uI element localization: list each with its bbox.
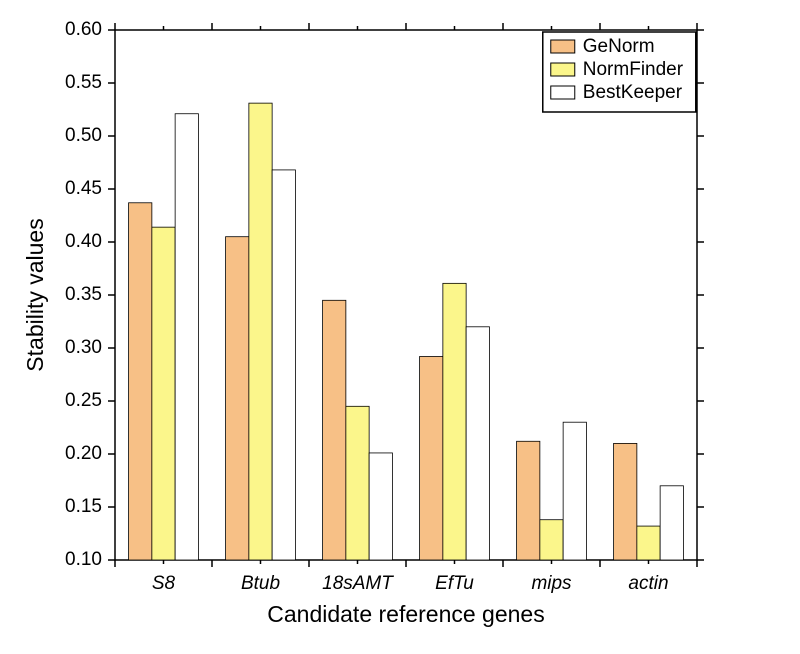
y-tick-label: 0.15	[65, 496, 102, 517]
bar-btub-genorm	[226, 237, 249, 560]
bar-actin-normfinder	[637, 526, 660, 560]
bar-actin-genorm	[614, 443, 637, 560]
x-tick-label: 18sAMT	[322, 573, 394, 594]
y-tick-label: 0.40	[65, 231, 102, 252]
bar-btub-normfinder	[249, 103, 272, 560]
bar-eftu-bestkeeper	[466, 327, 489, 560]
bar-eftu-genorm	[420, 356, 443, 560]
y-tick-label: 0.10	[65, 549, 102, 570]
y-tick-label: 0.50	[65, 125, 102, 146]
bar-18samt-normfinder	[346, 406, 369, 560]
x-tick-label: Btub	[241, 573, 280, 594]
x-tick-label: EfTu	[435, 573, 474, 594]
y-tick-label: 0.55	[65, 72, 102, 93]
y-axis-title: Stability values	[22, 218, 48, 371]
y-tick-label: 0.20	[65, 443, 102, 464]
x-tick-label: actin	[628, 573, 668, 594]
bar-18samt-genorm	[323, 300, 346, 560]
y-tick-label: 0.25	[65, 390, 102, 411]
bar-s8-normfinder	[152, 227, 175, 560]
x-axis-title: Candidate reference genes	[267, 601, 544, 627]
bar-actin-bestkeeper	[660, 486, 683, 560]
bar-mips-normfinder	[540, 520, 563, 560]
legend-label-bestkeeper: BestKeeper	[583, 82, 683, 103]
bar-mips-genorm	[517, 441, 540, 560]
bar-18samt-bestkeeper	[369, 453, 392, 560]
bar-eftu-normfinder	[443, 283, 466, 560]
chart-container: 0.10 0.15 0.20 0.25 0.30 0.35 0.40 0.45 0.50 0.55…	[0, 0, 800, 654]
x-tick-label: S8	[152, 573, 176, 594]
x-tick-label: mips	[531, 573, 572, 594]
y-tick-label: 0.35	[65, 284, 102, 305]
legend-label-genorm: GeNorm	[583, 36, 655, 57]
legend-swatch-normfinder	[551, 63, 575, 76]
bar-btub-bestkeeper	[272, 170, 295, 560]
bar-s8-genorm	[129, 203, 152, 560]
bar-mips-bestkeeper	[563, 422, 586, 560]
y-tick-label: 0.45	[65, 178, 102, 199]
legend-swatch-genorm	[551, 40, 575, 53]
y-tick-label: 0.60	[65, 19, 102, 40]
bar-s8-bestkeeper	[175, 114, 198, 560]
legend-label-normfinder: NormFinder	[583, 59, 684, 80]
y-tick-label: 0.30	[65, 337, 102, 358]
legend-swatch-bestkeeper	[551, 86, 575, 99]
